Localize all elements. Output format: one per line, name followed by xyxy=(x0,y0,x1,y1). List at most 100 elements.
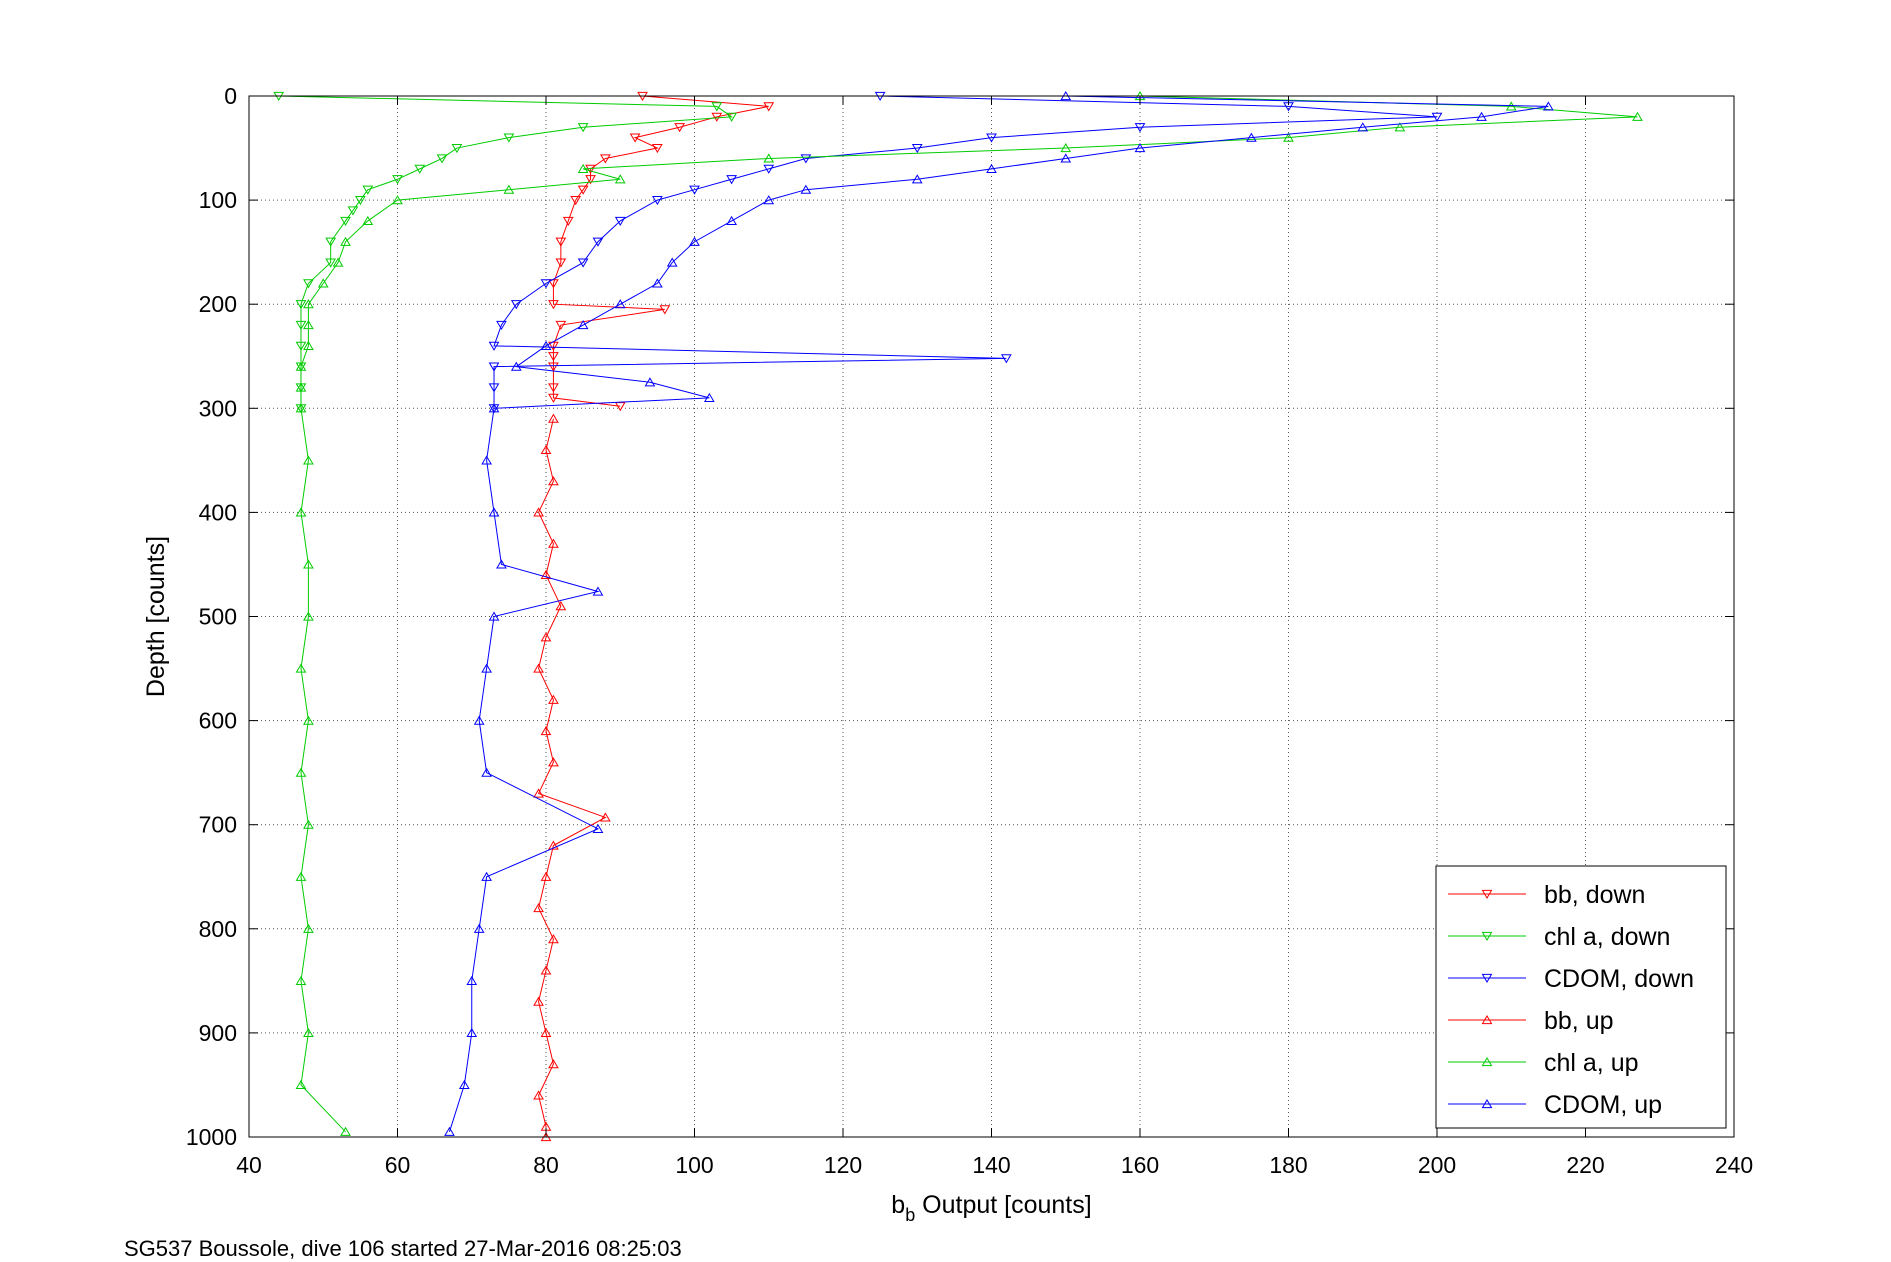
data-point xyxy=(488,403,500,413)
x-tick-label: 120 xyxy=(824,1152,862,1178)
figure-caption: SG537 Boussole, dive 106 started 27-Mar-… xyxy=(124,1236,682,1261)
data-point xyxy=(303,1027,314,1037)
y-tick-label: 400 xyxy=(199,499,237,525)
series-line xyxy=(493,95,1438,409)
x-axis-label-sub: b xyxy=(905,1205,915,1225)
data-point xyxy=(629,133,641,143)
data-point xyxy=(577,123,589,133)
data-point xyxy=(496,320,507,331)
data-point xyxy=(548,1059,559,1069)
data-point xyxy=(570,196,582,206)
data-point xyxy=(295,507,307,517)
data-point xyxy=(555,237,567,247)
data-point xyxy=(303,279,314,289)
data-point xyxy=(1134,143,1146,153)
data-point xyxy=(340,236,351,246)
legend-marker xyxy=(1481,931,1493,942)
data-point xyxy=(414,164,426,174)
y-tick-label: 700 xyxy=(199,812,237,838)
x-tick-label: 140 xyxy=(972,1152,1010,1178)
data-point xyxy=(763,195,775,205)
data-point xyxy=(555,258,567,268)
legend-marker xyxy=(1481,1014,1493,1025)
data-point xyxy=(540,632,552,642)
data-point xyxy=(577,163,589,173)
data-point xyxy=(1632,111,1643,121)
data-point xyxy=(540,569,552,579)
data-point xyxy=(577,319,589,330)
data-point xyxy=(295,975,307,985)
data-point xyxy=(592,823,604,833)
data-point xyxy=(362,215,374,226)
data-point xyxy=(548,538,559,548)
data-point xyxy=(1431,112,1443,122)
y-tick-label: 1000 xyxy=(186,1124,237,1150)
data-point xyxy=(295,871,307,881)
data-point xyxy=(652,143,663,154)
legend-label: CDOM, down xyxy=(1544,965,1694,993)
y-tick-label: 500 xyxy=(199,604,237,630)
data-point xyxy=(548,757,559,767)
data-point xyxy=(1357,122,1369,132)
data-point xyxy=(466,1027,478,1037)
data-point xyxy=(303,559,314,569)
data-point xyxy=(577,185,589,195)
data-point xyxy=(444,1126,455,1136)
x-tick-label: 220 xyxy=(1566,1152,1604,1178)
legend-item: chl a, down xyxy=(1448,923,1670,951)
legend-marker xyxy=(1481,889,1493,900)
data-point xyxy=(340,1126,351,1136)
series-4 xyxy=(295,90,1643,1136)
x-tick-label: 200 xyxy=(1418,1152,1456,1178)
legend-item: CDOM, up xyxy=(1448,1091,1662,1119)
data-point xyxy=(711,112,723,122)
data-point xyxy=(1505,101,1517,111)
data-point xyxy=(703,392,715,402)
data-point xyxy=(726,175,737,185)
data-point xyxy=(488,611,500,621)
data-point xyxy=(1060,153,1072,163)
data-point xyxy=(726,215,737,226)
data-point xyxy=(458,1079,470,1090)
data-point xyxy=(488,383,500,393)
data-point xyxy=(1060,143,1072,153)
legend-label: CDOM, up xyxy=(1544,1091,1662,1119)
data-point xyxy=(451,143,463,154)
series-line xyxy=(552,95,769,407)
data-point xyxy=(763,164,775,174)
legend: bb, down chl a, down CDOM, down bb, up chl a… xyxy=(1435,865,1727,1129)
data-point xyxy=(614,174,626,184)
data-point xyxy=(503,184,515,194)
data-point xyxy=(540,444,552,455)
series-line xyxy=(448,95,1549,1132)
x-tick-label: 180 xyxy=(1269,1152,1307,1178)
series-line xyxy=(537,418,607,1137)
data-point xyxy=(303,715,314,725)
data-point xyxy=(614,299,626,309)
data-point xyxy=(659,305,671,315)
data-point xyxy=(548,840,559,850)
data-point xyxy=(496,559,507,569)
data-point xyxy=(763,153,775,163)
data-point xyxy=(600,154,611,164)
data-point xyxy=(540,340,552,350)
x-tick-label: 40 xyxy=(236,1152,262,1178)
data-point xyxy=(1283,132,1294,142)
x-tick-label: 240 xyxy=(1715,1152,1753,1178)
data-point xyxy=(1134,123,1146,133)
data-point xyxy=(689,236,700,246)
data-point xyxy=(548,393,559,403)
data-point xyxy=(800,154,812,164)
data-point xyxy=(592,586,604,596)
y-tick-label: 200 xyxy=(199,291,237,317)
data-point xyxy=(711,102,723,112)
data-point xyxy=(533,788,544,798)
data-point xyxy=(295,767,307,777)
y-tick-label: 600 xyxy=(199,708,237,734)
data-point xyxy=(533,902,544,913)
data-point xyxy=(355,196,366,206)
data-point xyxy=(555,320,567,331)
y-axis-label: Depth [counts] xyxy=(142,536,170,697)
data-point xyxy=(295,403,307,413)
